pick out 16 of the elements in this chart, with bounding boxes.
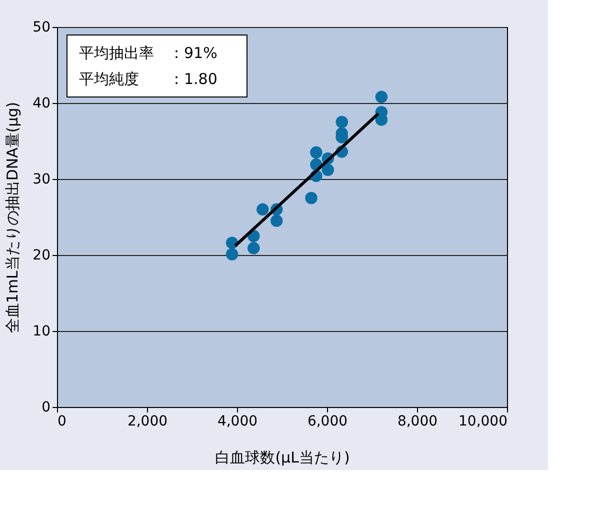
y-tick-label: 0: [42, 400, 50, 416]
x-tick-label: 2,000: [127, 414, 168, 430]
x-axis-title: 白血球数(μL当たり): [215, 448, 350, 466]
y-tick-label: 30: [32, 172, 50, 188]
y-tick-label: 20: [32, 248, 50, 264]
annotation: 平均抽出率 ：91%: [79, 44, 218, 62]
x-tick-label: 4,000: [217, 414, 258, 430]
annotation: 平均純度 ：1.80: [79, 70, 218, 88]
y-tick-label: 10: [32, 324, 50, 340]
x-tick-label: 8,000: [397, 414, 438, 430]
y-tick-label: 50: [32, 20, 50, 36]
x-tick-label: 0: [58, 414, 66, 430]
x-tick-label: 10,000: [458, 414, 508, 430]
y-tick-label: 40: [32, 96, 50, 112]
x-tick-label: 6,000: [307, 414, 348, 430]
y-axis-title: 全血1mL当たりの抽出DNA量(μg): [4, 102, 22, 334]
